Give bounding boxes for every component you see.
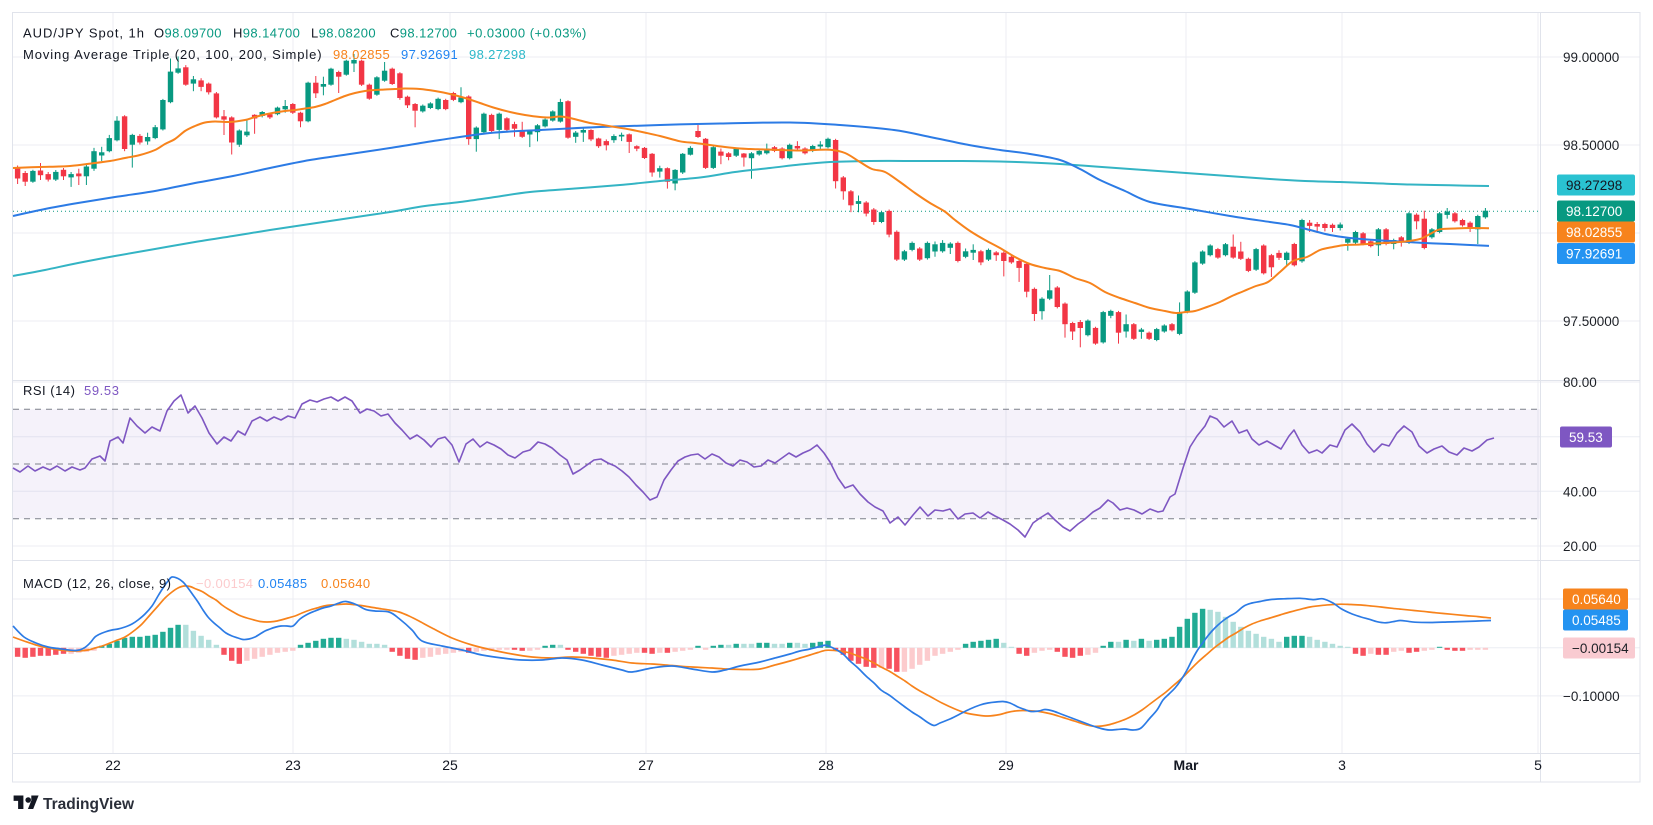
- svg-text:0.05640: 0.05640: [321, 576, 370, 591]
- svg-text:Mar: Mar: [1174, 757, 1199, 773]
- svg-text:59.53: 59.53: [84, 383, 120, 398]
- svg-text:AUD/JPY Spot, 1h: AUD/JPY Spot, 1h: [23, 26, 145, 41]
- svg-text:97.92691: 97.92691: [1566, 247, 1622, 262]
- svg-text:98.02855: 98.02855: [333, 47, 390, 62]
- svg-text:H98.14700: H98.14700: [233, 26, 300, 41]
- svg-text:98.12700: 98.12700: [1566, 204, 1622, 219]
- svg-text:0.05640: 0.05640: [1572, 592, 1621, 607]
- svg-text:O98.09700: O98.09700: [154, 26, 222, 41]
- svg-text:3: 3: [1338, 757, 1346, 773]
- svg-text:Moving Average Triple (20, 100: Moving Average Triple (20, 100, 200, Sim…: [23, 47, 323, 62]
- svg-text:−0.00154: −0.00154: [1572, 641, 1629, 656]
- svg-text:28: 28: [818, 757, 834, 773]
- svg-text:59.53: 59.53: [1569, 430, 1603, 445]
- svg-text:20.00: 20.00: [1563, 539, 1597, 554]
- svg-text:25: 25: [442, 757, 458, 773]
- svg-text:98.27298: 98.27298: [469, 47, 526, 62]
- svg-text:C98.12700: C98.12700: [390, 26, 457, 41]
- svg-text:29: 29: [998, 757, 1014, 773]
- svg-text:5: 5: [1534, 757, 1542, 773]
- svg-text:98.50000: 98.50000: [1563, 138, 1619, 153]
- svg-text:0.05485: 0.05485: [1572, 613, 1621, 628]
- svg-text:L98.08200: L98.08200: [311, 26, 376, 41]
- svg-text:23: 23: [285, 757, 301, 773]
- svg-text:RSI (14): RSI (14): [23, 383, 75, 398]
- svg-text:27: 27: [638, 757, 654, 773]
- svg-text:97.50000: 97.50000: [1563, 314, 1619, 329]
- svg-text:−0.00154: −0.00154: [196, 576, 253, 591]
- svg-text:22: 22: [105, 757, 121, 773]
- svg-text:98.02855: 98.02855: [1566, 225, 1622, 240]
- svg-text:80.00: 80.00: [1563, 375, 1597, 390]
- svg-text:MACD (12, 26, close, 9): MACD (12, 26, close, 9): [23, 576, 171, 591]
- svg-text:99.00000: 99.00000: [1563, 50, 1619, 65]
- svg-text:−0.10000: −0.10000: [1563, 689, 1620, 704]
- svg-text:TradingView: TradingView: [43, 796, 135, 813]
- svg-text:97.92691: 97.92691: [401, 47, 458, 62]
- svg-text:40.00: 40.00: [1563, 484, 1597, 499]
- svg-text:0.05485: 0.05485: [258, 576, 307, 591]
- svg-text:98.27298: 98.27298: [1566, 178, 1622, 193]
- svg-text:+0.03000 (+0.03%): +0.03000 (+0.03%): [467, 26, 587, 41]
